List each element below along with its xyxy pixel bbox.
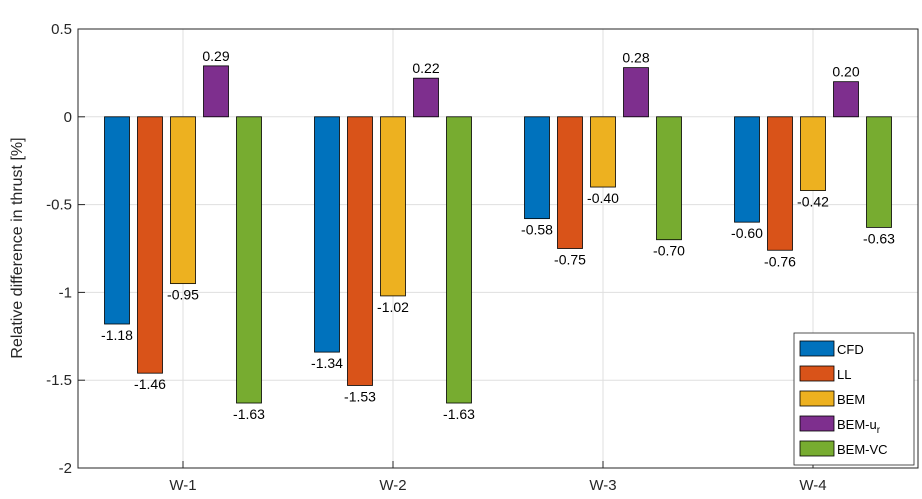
plot-frame: [77, 28, 919, 469]
data-label: 0.20: [832, 64, 859, 80]
legend-label: BEM-VC: [837, 442, 888, 457]
data-label: -0.60: [731, 225, 763, 241]
data-labels-group: -1.18 -1.34 -0.58 -0.60 -1.46 -1.53 -0.75 -0.76…: [101, 48, 895, 422]
legend-swatch: [799, 440, 835, 457]
bar: [104, 116, 130, 325]
bars-group: [104, 65, 892, 404]
y-axis-title: Relative difference in thrust [%]: [9, 137, 26, 358]
data-label: -0.70: [653, 243, 685, 259]
bar: [347, 116, 373, 386]
bar: [236, 116, 262, 404]
bar: [170, 116, 196, 285]
data-label: 0.28: [622, 50, 649, 66]
bar: [524, 116, 550, 220]
legend-swatch: [799, 340, 835, 357]
y-tick-label: -0.5: [46, 197, 72, 214]
y-tick-label: -1.5: [46, 372, 72, 389]
bar: [734, 116, 760, 223]
legend-swatch: [799, 390, 835, 407]
legend-label: LL: [837, 367, 851, 382]
bar: [446, 116, 472, 404]
legend-label: BEM: [837, 392, 865, 407]
y-tick-label: -2: [59, 460, 72, 477]
data-label: 0.29: [202, 48, 229, 64]
data-label: 0.22: [412, 60, 439, 76]
bar: [137, 116, 163, 374]
data-label: -0.42: [797, 194, 829, 210]
bar: [623, 67, 649, 118]
data-label: -1.53: [344, 388, 376, 404]
bar: [314, 116, 340, 353]
x-tick-label: W-4: [799, 477, 826, 494]
data-label: -1.34: [311, 355, 343, 371]
y-tick-label: -1: [59, 284, 72, 301]
data-label: -0.75: [554, 252, 586, 268]
x-axis-ticks: W-1 W-2 W-3 W-4: [169, 461, 827, 494]
data-label: -1.18: [101, 327, 133, 343]
y-tick-label: 0: [64, 109, 72, 126]
x-tick-label: W-2: [379, 477, 406, 494]
data-label: -1.46: [134, 376, 166, 392]
data-label: -0.40: [587, 190, 619, 206]
data-label: -0.95: [167, 287, 199, 303]
bar: [380, 116, 406, 297]
x-tick-label: W-1: [169, 477, 196, 494]
bar: [656, 116, 682, 241]
data-label: -1.63: [233, 406, 265, 422]
legend: CFD LL BEM BEM-ur BEM-VC: [793, 332, 915, 466]
x-tick-label: W-3: [589, 477, 616, 494]
data-label: -0.76: [764, 253, 796, 269]
y-tick-label: 0.5: [51, 21, 72, 38]
bar: [767, 116, 793, 251]
bar: [800, 116, 826, 191]
bar: [557, 116, 583, 249]
bar: [866, 116, 892, 228]
y-axis-ticks: -2 -1.5 -1 -0.5 0 0.5: [46, 21, 85, 477]
data-label: -1.63: [443, 406, 475, 422]
data-label: -1.02: [377, 299, 409, 315]
legend-label: BEM-ur: [837, 417, 881, 436]
legend-label-subscript: r: [877, 425, 881, 436]
legend-swatch: [799, 365, 835, 382]
legend-swatch: [799, 415, 835, 432]
data-label: -0.63: [863, 230, 895, 246]
bar: [203, 65, 229, 118]
data-label: -0.58: [521, 222, 553, 238]
bar: [590, 116, 616, 188]
legend-label: CFD: [837, 342, 864, 357]
bar: [833, 81, 859, 118]
bar: [413, 77, 439, 118]
